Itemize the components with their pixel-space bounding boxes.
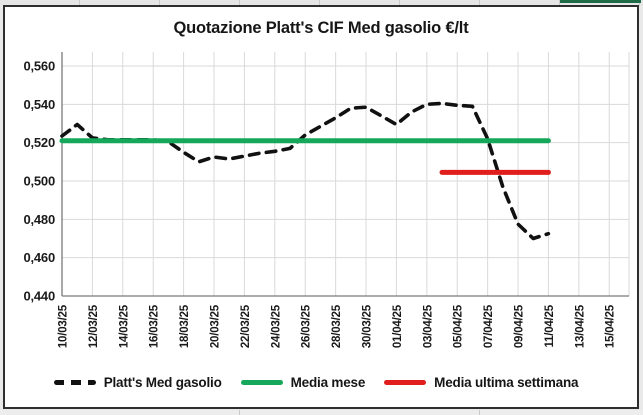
x-axis-tick-label: 10/03/25 [58, 304, 70, 348]
green-line-swatch-icon [240, 380, 283, 385]
x-axis-tick-label: 16/03/25 [149, 304, 161, 348]
legend-item-media-settimana[interactable]: Media ultima settimana [384, 375, 579, 390]
chart-frame[interactable]: 0,560 0,540 0,520 0,500 0,480 0,460 0,440 10/03… [3, 5, 639, 409]
x-axis-tick-label: 07/04/25 [483, 304, 495, 348]
spreadsheet-cell-selection-border [560, 0, 641, 6]
chart-title: Quotazione Platt's CIF Med gasolio €/lt [173, 19, 469, 37]
y-axis-tick-label: 0,480 [23, 212, 55, 227]
y-axis-tick-label: 0,440 [23, 289, 55, 304]
legend-label: Media ultima settimana [434, 375, 579, 390]
x-axis-tick-label: 03/04/25 [422, 304, 434, 348]
y-axis-tick-label: 0,540 [23, 97, 55, 112]
chart-legend[interactable]: Platt's Med gasolio Media mese Media ult… [5, 375, 637, 390]
x-axis-tick-label: 14/03/25 [118, 304, 130, 348]
x-axis-tick-label: 26/03/25 [301, 304, 313, 348]
dashed-line-swatch-icon [53, 380, 96, 385]
x-axis-tick-label: 24/03/25 [270, 304, 282, 348]
red-line-swatch-icon [384, 380, 427, 385]
plot-area[interactable]: 0,560 0,540 0,520 0,500 0,480 0,460 0,44010/03… [5, 7, 637, 407]
x-axis-tick-label: 11/04/25 [544, 304, 556, 347]
spreadsheet-backdrop-strip [0, 0, 643, 6]
legend-item-media-mese[interactable]: Media mese [240, 375, 366, 390]
x-axis-tick-label: 13/04/25 [574, 304, 586, 348]
x-axis-tick-label: 12/03/25 [88, 304, 100, 348]
spreadsheet-backdrop-strip-bottom [0, 410, 643, 415]
legend-label: Platt's Med gasolio [103, 375, 222, 390]
x-axis-tick-label: 20/03/25 [210, 304, 222, 348]
x-axis-tick-label: 09/04/25 [514, 304, 526, 348]
x-axis-tick-label: 22/03/25 [240, 304, 252, 348]
y-axis-tick-label: 0,520 [23, 135, 55, 150]
x-axis-tick-label: 28/03/25 [331, 304, 343, 348]
y-axis-tick-label: 0,500 [23, 174, 55, 189]
y-axis-tick-label: 0,560 [23, 59, 55, 74]
x-axis-tick-label: 30/03/25 [362, 304, 374, 348]
y-axis-tick-label: 0,460 [23, 250, 55, 265]
legend-label: Media mese [290, 375, 366, 390]
legend-item-platts[interactable]: Platt's Med gasolio [53, 375, 222, 390]
x-axis-tick-label: 15/04/25 [605, 304, 617, 348]
x-axis-tick-label: 01/04/25 [392, 304, 404, 348]
x-axis-tick-label: 05/04/25 [453, 304, 465, 348]
x-axis-tick-label: 18/03/25 [179, 304, 191, 348]
